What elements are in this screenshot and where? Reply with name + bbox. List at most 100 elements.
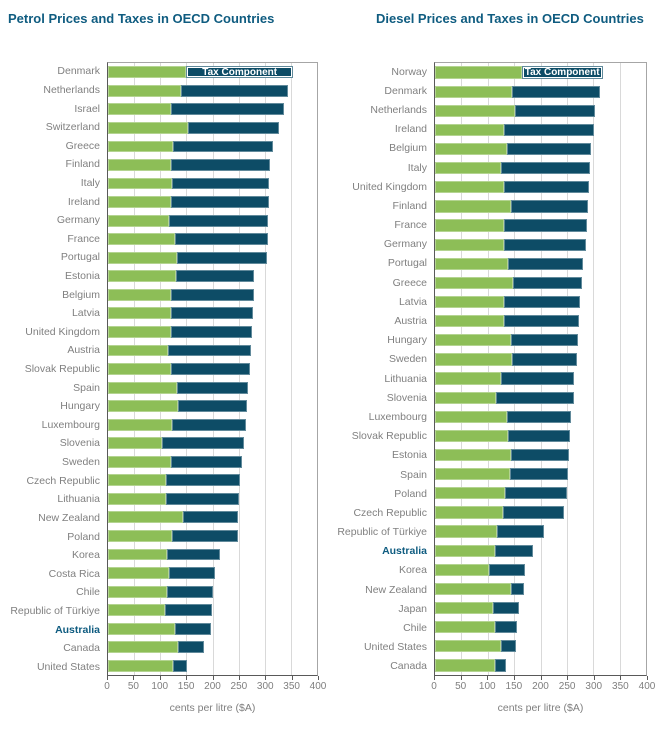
bar-row (108, 619, 317, 638)
bar-row (108, 415, 317, 434)
country-label: Costa Rica (48, 567, 100, 580)
bar-row (108, 601, 317, 620)
bar-row (435, 599, 646, 618)
bar-base-segment (435, 601, 494, 615)
bar-base-segment (108, 622, 176, 635)
bar-tax-segment (182, 511, 239, 524)
bar-row (435, 407, 646, 426)
bar-row (108, 452, 317, 471)
petrol-chart-title: Petrol Prices and Taxes in OECD Countrie… (8, 11, 275, 26)
petrol-country-labels: Denmark Netherlands Israel Switzerland Greec… (0, 62, 107, 676)
bar-row (435, 503, 646, 522)
bar-row (108, 657, 317, 676)
bar-base-segment (108, 214, 169, 227)
bar-tax-segment (501, 372, 575, 385)
country-label: Korea (398, 564, 427, 577)
bar-row (108, 100, 317, 119)
bar-base-segment (108, 418, 173, 431)
country-label: Hungary (60, 400, 100, 413)
bar-base-segment (108, 140, 174, 153)
country-label: Austria (67, 344, 100, 357)
bar-base-segment (435, 506, 504, 519)
bar-row (435, 178, 646, 197)
bar-tax-segment (178, 400, 247, 413)
bar-base-segment (108, 585, 167, 598)
bar-tax-segment (504, 487, 568, 500)
country-label: Japan (398, 602, 427, 615)
oecd-fuel-price-charts: Petrol Prices and Taxes in OECD Countrie… (0, 11, 656, 714)
bar-tax-segment (173, 140, 273, 153)
x-axis-tick-label: 50 (455, 681, 467, 692)
country-label: Canada (390, 660, 427, 673)
country-label: Republic of Türkiye (10, 604, 100, 617)
x-axis-tick-label: 350 (612, 681, 629, 692)
bar-tax-segment (168, 567, 215, 579)
bar-base-segment (435, 487, 505, 500)
bar-row (435, 350, 646, 369)
bar-base-segment (435, 525, 498, 538)
bar-row (435, 637, 646, 656)
bar-tax-segment (501, 640, 516, 653)
axis-spacer (330, 696, 434, 714)
bar-tax-segment (167, 344, 251, 357)
country-label: Belgium (62, 288, 100, 301)
bar-tax-segment (507, 410, 571, 423)
diesel-chart-title: Diesel Prices and Taxes in OECD Countrie… (376, 11, 644, 26)
x-axis-tick-label: 250 (230, 681, 248, 692)
x-axis-tick-label: 400 (638, 681, 656, 692)
x-axis-tick (593, 676, 595, 680)
bar-base-segment (435, 659, 496, 672)
bar-row (108, 156, 317, 175)
bar-row (435, 388, 646, 407)
bar-base-segment (108, 511, 183, 524)
x-axis-tick-label: 300 (256, 681, 274, 692)
x-axis-tick (460, 676, 462, 680)
country-label: United States (36, 660, 100, 673)
bar-base-segment (108, 121, 188, 134)
bar-tax-segment (511, 582, 525, 596)
bar-row (435, 331, 646, 350)
x-axis-tick-label: 250 (558, 681, 576, 692)
x-axis-tick (318, 676, 319, 680)
bar-base-segment (435, 582, 512, 596)
bar-base-segment (108, 641, 178, 654)
bar-tax-segment (168, 214, 269, 227)
bar-rows: Tax Component (108, 63, 317, 675)
bar-row (435, 254, 646, 273)
country-label: Germany (383, 238, 427, 251)
bar-row (435, 312, 646, 331)
bar-tax-segment (495, 544, 533, 557)
gridline (487, 63, 489, 675)
bar-row (108, 230, 317, 249)
bar-row (108, 378, 317, 397)
gridline (461, 63, 463, 675)
bar-tax-segment (165, 474, 240, 487)
bar-tax-segment (515, 104, 595, 117)
country-label: Switzerland (45, 121, 100, 134)
bar-row (108, 564, 317, 583)
country-label-highlighted: Australia (55, 623, 100, 636)
country-label: Sweden (62, 456, 100, 469)
country-label: Poland (67, 530, 100, 543)
country-label: Greece (65, 139, 100, 152)
bar-row (108, 471, 317, 490)
bar-base-segment (108, 251, 177, 264)
bar-row (435, 101, 646, 120)
country-label: Greece (392, 276, 427, 289)
bar-row (108, 527, 317, 546)
bar-row: Tax Component (108, 63, 317, 82)
bar-tax-segment (501, 162, 590, 175)
bar-base-segment (108, 66, 187, 79)
x-axis-tick (567, 676, 569, 680)
bar-base-segment (435, 219, 504, 232)
legend-tax-component: Tax Component (187, 67, 292, 78)
bar-row (108, 137, 317, 156)
bar-tax-segment (171, 307, 254, 320)
country-label: Latvia (71, 307, 100, 320)
country-label: Estonia (391, 449, 427, 462)
x-axis-tick-label: 0 (431, 681, 437, 692)
bar-row (435, 82, 646, 101)
bar-tax-segment (508, 257, 584, 270)
country-label: Italy (407, 161, 427, 174)
country-label: Poland (394, 487, 427, 500)
